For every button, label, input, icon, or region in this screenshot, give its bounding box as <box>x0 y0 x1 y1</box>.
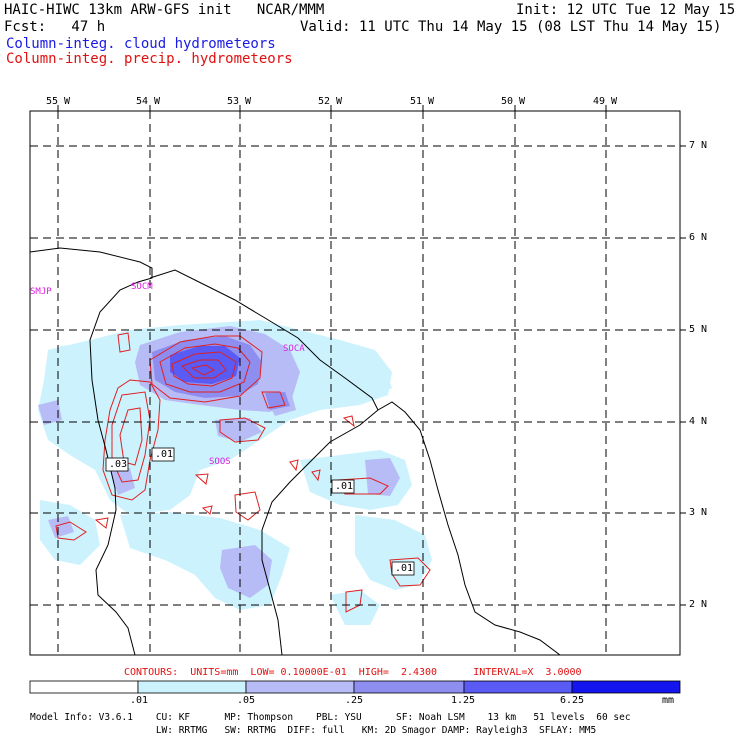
colorbar-tick-4: 6.25 <box>560 695 585 706</box>
colorbar-tick-1: .05 <box>237 695 256 706</box>
lat-label-3n: 3 N <box>689 507 708 518</box>
colorbar-swatch-0 <box>29 680 139 694</box>
cloud-field-label: Column-integ. cloud hydrometeors <box>6 36 276 52</box>
lon-label-49w: 49 W <box>593 96 618 107</box>
station-soos: SOOS <box>209 457 231 467</box>
station-soca: SOCA <box>283 344 305 354</box>
lon-label-54w: 54 W <box>136 96 161 107</box>
precip-contours <box>55 332 431 613</box>
colorbar-swatch-2 <box>245 680 355 694</box>
model-title: HAIC-HIWC 13km ARW-GFS init NCAR/MMM <box>4 2 325 18</box>
lat-label-4n: 4 N <box>689 416 708 427</box>
precip-field-label: Column-integ. precip. hydrometeors <box>6 51 293 67</box>
valid-time: Valid: 11 UTC Thu 14 May 15 (08 LST Thu … <box>300 19 722 35</box>
lon-label-55w: 55 W <box>46 96 71 107</box>
lon-label-52w: 52 W <box>318 96 343 107</box>
lat-label-6n: 6 N <box>689 232 708 243</box>
contour-label-01-a: .01 <box>155 449 174 460</box>
lon-label-50w: 50 W <box>501 96 526 107</box>
colorbar-swatch-1 <box>137 680 247 694</box>
model-info-line2: LW: RRTMG SW: RRTMG DIFF: full KM: 2D Sm… <box>30 725 597 736</box>
colorbar <box>29 680 681 694</box>
colorbar-swatch-5 <box>571 680 681 694</box>
lon-label-53w: 53 W <box>227 96 252 107</box>
coastlines <box>30 247 561 655</box>
lat-label-5n: 5 N <box>689 324 708 335</box>
station-smjp: SMJP <box>30 287 52 297</box>
contour-info: CONTOURS: UNITS=mm LOW= 0.10000E-01 HIGH… <box>124 667 582 678</box>
contour-label-01-c: .01 <box>395 563 414 574</box>
station-socm: SOCM <box>131 282 153 292</box>
init-time: Init: 12 UTC Tue 12 May 15 <box>516 2 736 18</box>
map-frame <box>29 110 681 656</box>
lon-label-51w: 51 W <box>410 96 435 107</box>
tick-marks <box>57 105 686 606</box>
colorbar-swatch-4 <box>463 680 573 694</box>
forecast-hour: Fcst: 47 h <box>4 19 106 35</box>
latlon-grid <box>30 111 680 655</box>
colorbar-units: mm <box>662 695 675 706</box>
contour-label-boxes <box>105 447 415 576</box>
colorbar-tick-0: .01 <box>130 695 149 706</box>
contour-label-03: .03 <box>109 459 128 470</box>
lat-label-7n: 7 N <box>689 140 708 151</box>
colorbar-swatch-3 <box>353 680 465 694</box>
colorbar-tick-3: 1.25 <box>451 695 476 706</box>
colorbar-tick-2: .25 <box>345 695 364 706</box>
contour-label-01-b: .01 <box>335 481 354 492</box>
lat-label-2n: 2 N <box>689 599 708 610</box>
model-info-line1: Model Info: V3.6.1 CU: KF MP: Thompson P… <box>30 712 631 723</box>
